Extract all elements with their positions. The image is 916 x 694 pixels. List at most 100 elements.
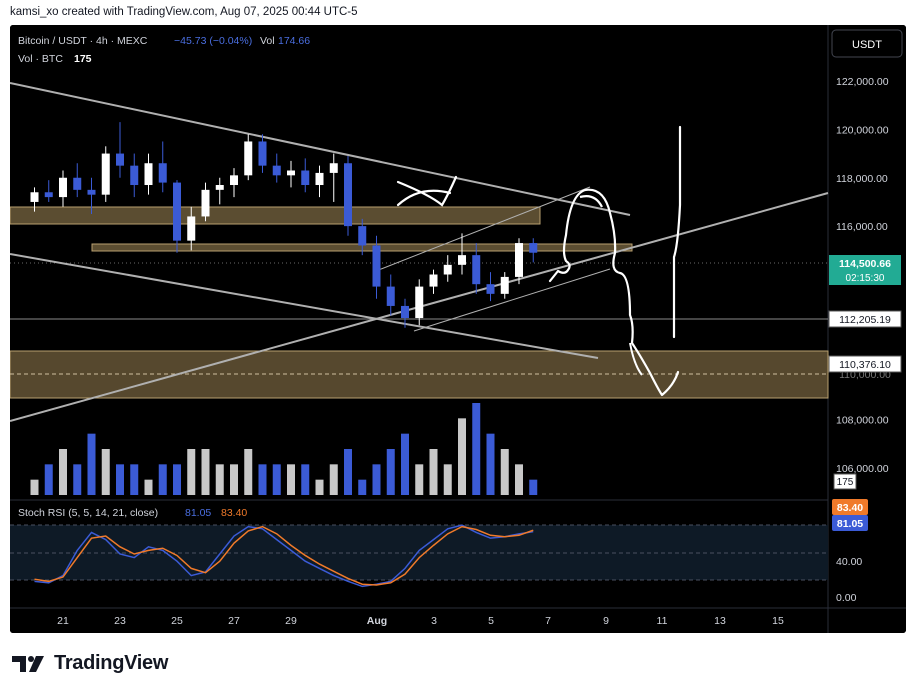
handdrawn-rally-path bbox=[672, 125, 682, 339]
chart-attribution: kamsi_xo created with TradingView.com, A… bbox=[10, 6, 358, 18]
time-axis-tick: 7 bbox=[545, 615, 551, 627]
handdrawn-cross-annotation bbox=[396, 175, 458, 207]
legend-symbol: Bitcoin / USDT · 4h · MEXC bbox=[18, 35, 148, 47]
legend-vol-btc-value: 175 bbox=[74, 53, 92, 65]
candle-body bbox=[358, 226, 367, 246]
candle-body bbox=[301, 170, 310, 186]
price-axis-tick: 122,000.00 bbox=[836, 76, 889, 88]
volume-bar bbox=[187, 449, 196, 495]
stoch-d-tag bbox=[832, 499, 868, 515]
candle-body bbox=[230, 175, 238, 186]
time-axis-tick: 23 bbox=[114, 615, 126, 627]
tradingview-logo-icon bbox=[12, 655, 44, 672]
volume-bar bbox=[287, 464, 295, 495]
stoch-k-tag-label: 81.05 bbox=[837, 518, 863, 530]
candle-body bbox=[443, 264, 452, 275]
volume-bar bbox=[144, 479, 153, 495]
footer-brand: TradingView bbox=[12, 652, 168, 675]
candle-body bbox=[272, 165, 281, 176]
time-axis-tick: 5 bbox=[488, 615, 494, 627]
currency-button[interactable] bbox=[831, 29, 903, 58]
volume-bar bbox=[443, 464, 452, 495]
candle-body bbox=[30, 192, 39, 202]
stoch-rsi-lines bbox=[34, 524, 534, 588]
stoch-legend-d: 83.40 bbox=[221, 507, 247, 519]
candle-body bbox=[529, 243, 538, 253]
time-axis-tick: 3 bbox=[431, 615, 437, 627]
time-axis-tick: 25 bbox=[171, 615, 183, 627]
volume-bar bbox=[201, 449, 210, 495]
volume-bar bbox=[429, 449, 438, 495]
price-axis-tick: 108,000.00 bbox=[836, 415, 889, 427]
candle-body bbox=[415, 286, 424, 319]
handdrawn-loop bbox=[579, 195, 603, 208]
candle-body bbox=[486, 284, 495, 294]
level-tag-upper-label: 112,205.19 bbox=[839, 314, 891, 326]
candle-body bbox=[315, 172, 324, 186]
candle-body bbox=[116, 153, 124, 166]
last-price-tag bbox=[829, 255, 901, 285]
stoch-k-line bbox=[34, 524, 534, 588]
descending-trendline-lower[interactable] bbox=[10, 253, 599, 359]
candle-body bbox=[59, 177, 67, 198]
volume-tag bbox=[833, 473, 857, 490]
volume-bar bbox=[230, 464, 238, 495]
channel-lower-line[interactable] bbox=[413, 268, 611, 332]
chart-canvas[interactable]: Bitcoin / USDT · 4h · MEXC −45.73 (−0.04… bbox=[10, 25, 906, 633]
time-axis-tick: 15 bbox=[772, 615, 784, 627]
channel-upper-line[interactable] bbox=[375, 186, 591, 272]
time-axis-tick: 13 bbox=[714, 615, 726, 627]
level-tag-lower-label: 110,376.10 bbox=[839, 359, 891, 371]
time-axis-tick: 9 bbox=[603, 615, 609, 627]
volume-bar bbox=[44, 464, 53, 495]
resistance-zone[interactable] bbox=[10, 206, 541, 225]
time-axis-tick: 11 bbox=[657, 615, 668, 627]
volume-bar bbox=[73, 464, 82, 495]
candle-body bbox=[386, 286, 395, 306]
volume-bar bbox=[415, 464, 424, 495]
volume-bar bbox=[301, 464, 310, 495]
volume-bar bbox=[372, 464, 381, 495]
handdrawn-dip bbox=[629, 342, 643, 376]
time-axis-tick: 21 bbox=[57, 615, 69, 627]
candle-body bbox=[329, 163, 338, 173]
candle-body bbox=[258, 141, 267, 166]
volume-bar bbox=[500, 449, 509, 495]
candle-body bbox=[458, 255, 466, 265]
price-axis-tick: 118,000.00 bbox=[836, 173, 888, 185]
candle-body bbox=[500, 276, 509, 294]
stoch-axis-tick-40: 40.00 bbox=[836, 556, 862, 568]
stoch-d-tag-label: 83.40 bbox=[837, 502, 863, 514]
volume-bar bbox=[458, 418, 466, 495]
level-tag-upper bbox=[828, 310, 902, 328]
volume-bar bbox=[130, 464, 139, 495]
level-tag-lower bbox=[828, 355, 902, 373]
time-axis[interactable]: 21 23 25 27 29 Aug 3 5 7 9 11 13 15 bbox=[57, 615, 784, 627]
footer-brand-text: TradingView bbox=[54, 652, 169, 674]
volume-bar bbox=[173, 464, 181, 495]
volume-bar bbox=[258, 464, 267, 495]
last-price-countdown: 02:15:30 bbox=[846, 273, 885, 284]
price-axis-tick: 116,000.00 bbox=[836, 221, 888, 233]
volume-bar bbox=[472, 403, 481, 495]
candle-body bbox=[73, 177, 82, 190]
last-price-value: 114,500.66 bbox=[839, 258, 891, 270]
candle-body bbox=[344, 163, 352, 227]
candle-body bbox=[472, 255, 481, 285]
volume-bar bbox=[116, 464, 124, 495]
candle-body bbox=[44, 192, 53, 198]
candle-body bbox=[244, 141, 253, 176]
descending-trendline-upper[interactable] bbox=[10, 82, 631, 216]
legend-vol-label: Vol bbox=[260, 35, 275, 47]
stoch-axis-tick-0: 0.00 bbox=[836, 592, 857, 604]
currency-button-label[interactable]: USDT bbox=[852, 39, 882, 51]
time-axis-tick: 29 bbox=[285, 615, 297, 627]
candle-body bbox=[187, 216, 196, 241]
volume-bars bbox=[30, 403, 538, 495]
volume-bar bbox=[486, 433, 495, 495]
price-axis-tick: 120,000.00 bbox=[836, 124, 889, 136]
candle-body bbox=[130, 165, 139, 186]
volume-bar bbox=[529, 479, 538, 495]
chart-frame[interactable]: Bitcoin / USDT · 4h · MEXC −45.73 (−0.04… bbox=[10, 25, 906, 633]
volume-bar bbox=[401, 433, 409, 495]
